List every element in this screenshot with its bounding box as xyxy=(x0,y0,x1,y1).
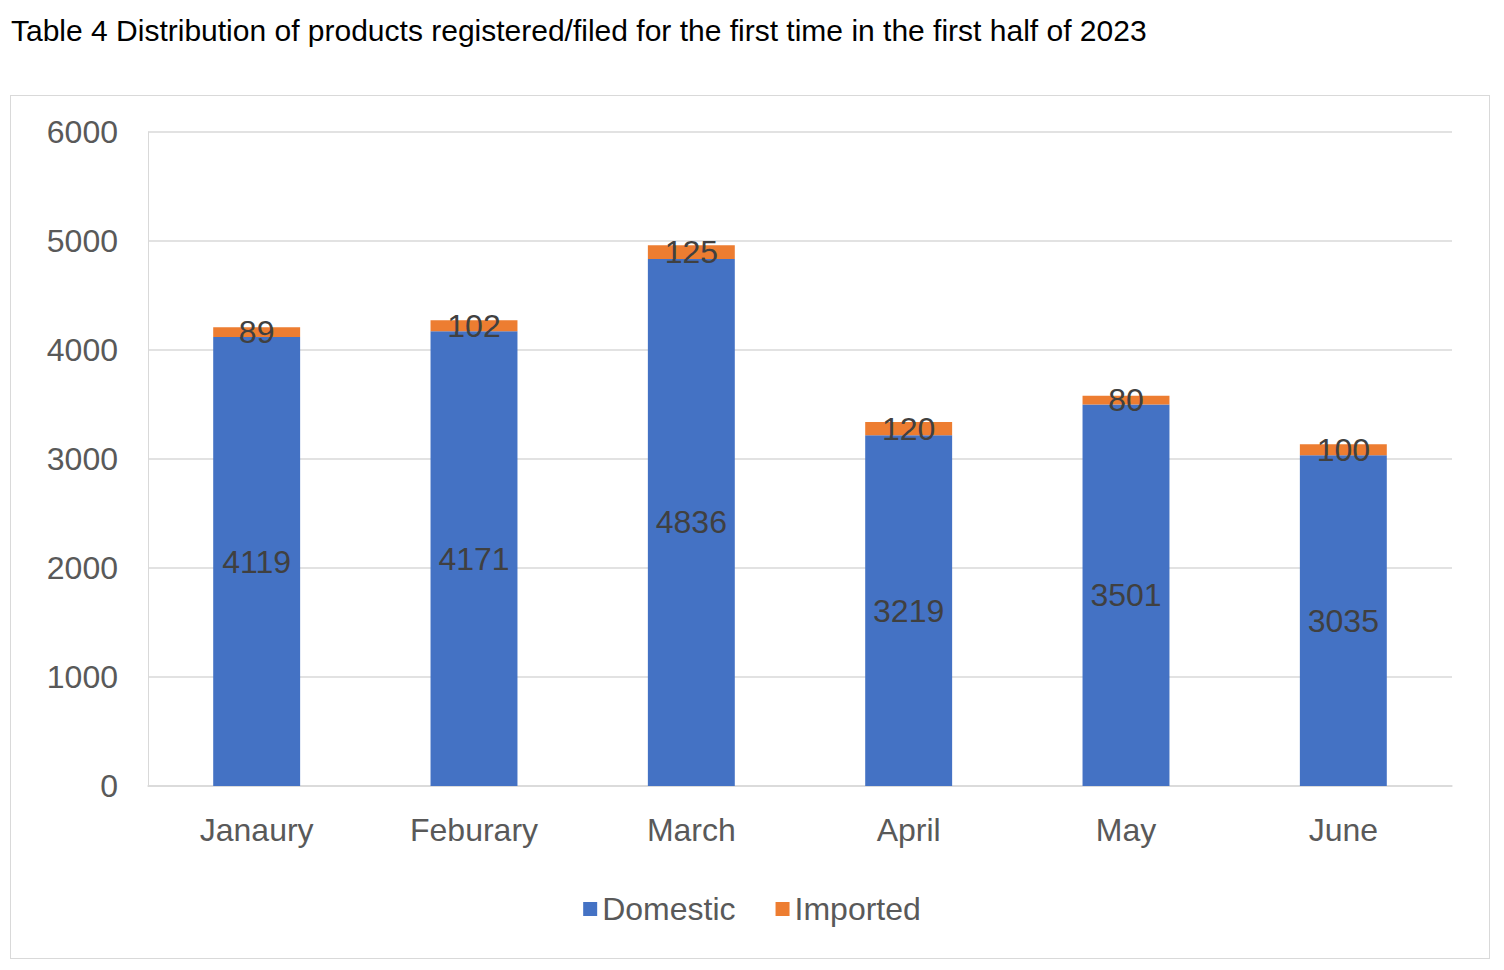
svg-text:5000: 5000 xyxy=(47,223,118,259)
svg-text:June: June xyxy=(1309,812,1378,848)
svg-text:0: 0 xyxy=(100,768,118,804)
svg-text:89: 89 xyxy=(239,314,275,350)
svg-text:125: 125 xyxy=(665,234,718,270)
svg-text:Table 4 Distribution of produc: Table 4 Distribution of products registe… xyxy=(11,14,1147,47)
svg-text:4000: 4000 xyxy=(47,332,118,368)
svg-text:3501: 3501 xyxy=(1090,577,1161,613)
svg-text:6000: 6000 xyxy=(47,114,118,150)
svg-text:120: 120 xyxy=(882,411,935,447)
svg-text:3035: 3035 xyxy=(1308,603,1379,639)
svg-text:May: May xyxy=(1096,812,1156,848)
svg-text:4119: 4119 xyxy=(222,544,291,580)
svg-text:Janaury: Janaury xyxy=(200,812,314,848)
svg-text:March: March xyxy=(647,812,736,848)
svg-text:3219: 3219 xyxy=(873,593,944,629)
svg-text:80: 80 xyxy=(1108,382,1144,418)
svg-text:1000: 1000 xyxy=(47,659,118,695)
svg-text:April: April xyxy=(877,812,941,848)
svg-text:Domestic: Domestic xyxy=(602,891,735,927)
svg-text:Feburary: Feburary xyxy=(410,812,538,848)
svg-text:4836: 4836 xyxy=(656,504,727,540)
svg-text:Imported: Imported xyxy=(795,891,921,927)
svg-text:4171: 4171 xyxy=(438,541,509,577)
svg-text:2000: 2000 xyxy=(47,550,118,586)
svg-text:102: 102 xyxy=(447,308,500,344)
svg-text:100: 100 xyxy=(1317,432,1370,468)
svg-text:3000: 3000 xyxy=(47,441,118,477)
